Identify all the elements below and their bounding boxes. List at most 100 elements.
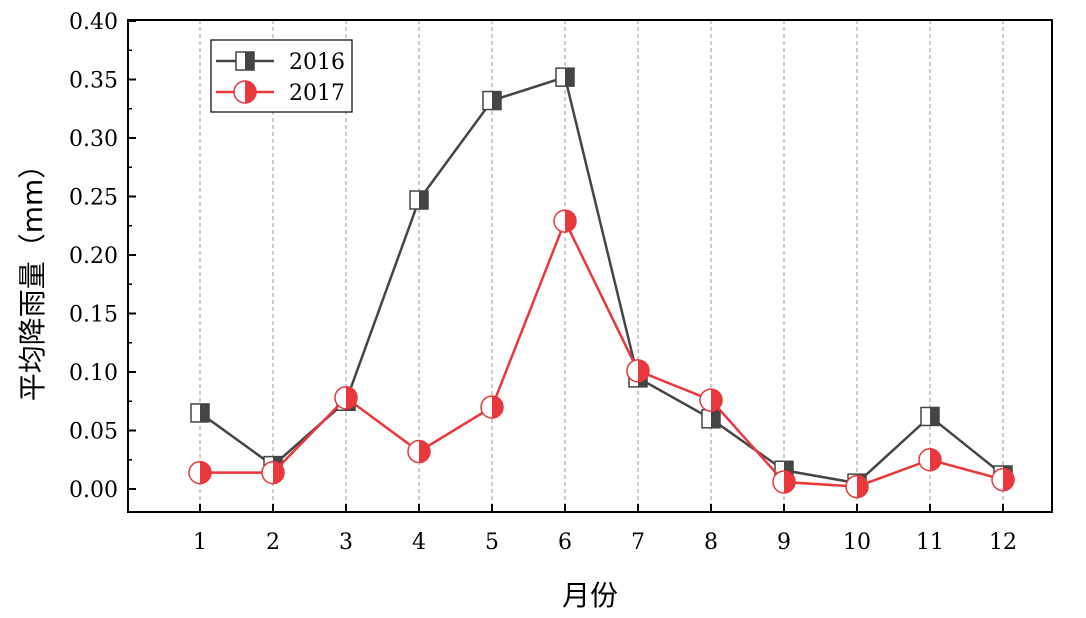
series-2016-point-left-half [483, 91, 492, 110]
series-2017-point-outline [845, 474, 869, 499]
series-2017-point-right-half [565, 210, 576, 233]
series-2017-point [553, 209, 577, 233]
series-2016-point-right-half [711, 409, 720, 428]
x-tick-label: 2 [266, 530, 280, 555]
series-2017-point-right-half [857, 475, 868, 498]
series-2017-point [626, 359, 650, 383]
series-2017-point [699, 388, 723, 412]
x-tick-label: 6 [558, 530, 572, 555]
y-axis-title: 平均降雨量（mm） [16, 151, 49, 402]
legend-marker-2017-outline [233, 80, 257, 104]
series-2017-point [480, 395, 504, 419]
series-2017-point-outline [553, 209, 577, 233]
axes: 0.000.050.100.150.200.250.300.350.401 2 3 4… [16, 10, 1053, 612]
series-2016-point [555, 67, 575, 87]
series-2016-point-right-half [419, 191, 428, 210]
x-tick-label: 1 [193, 530, 207, 555]
series-2017-point [407, 439, 431, 464]
legend-marker-2016-left-half [236, 52, 245, 70]
series-2016-point-right-half [492, 91, 501, 110]
y-tick-label: 0.10 [69, 361, 118, 386]
series-2017-point-right-half [492, 396, 503, 419]
series-2017-point-outline [626, 359, 650, 383]
y-tick-label: 0.40 [69, 10, 118, 35]
y-tick-label: 0.00 [69, 478, 118, 503]
y-tick-label: 0.35 [69, 69, 118, 94]
series-2016-point-left-half [702, 409, 711, 428]
legend-marker-2016-right-half [245, 52, 254, 70]
series-2016-point-left-half [556, 68, 565, 87]
series-2016-point-outline [555, 67, 575, 87]
series-2017-point [918, 448, 942, 472]
series-2017-point-outline [699, 388, 723, 412]
x-tick-label: 4 [412, 530, 426, 555]
series-2017-point-right-half [346, 386, 357, 409]
series-2017-point-right-half [273, 461, 284, 484]
series-2016-point-right-half [565, 68, 574, 87]
series-2017-point-right-half [419, 440, 430, 463]
grid [199, 20, 1004, 512]
series-2017-point-right-half [638, 359, 649, 382]
x-tick-label: 8 [704, 530, 718, 555]
series-2016-point-left-half [191, 403, 200, 422]
series-2016-point-outline [482, 90, 502, 111]
x-tick-label: 9 [777, 530, 791, 555]
x-tick-label: 12 [989, 530, 1017, 555]
series-2016-point-left-half [921, 407, 930, 426]
x-tick-label: 10 [843, 530, 871, 555]
series-2017-point [188, 460, 212, 485]
y-tick-label: 0.25 [69, 186, 118, 211]
series-2017-point [991, 467, 1015, 492]
legend-marker-2016 [235, 51, 255, 71]
x-tick-label: 5 [485, 530, 499, 555]
x-axis-title: 月份 [562, 579, 618, 612]
series-2017-point-right-half [1003, 468, 1014, 491]
legend-box [210, 39, 353, 113]
legend-marker-2017 [233, 80, 257, 104]
series-2017-point-right-half [711, 389, 722, 412]
legend-label-2016: 2016 [289, 50, 345, 75]
series-2016-point-outline [409, 190, 429, 210]
series-2017-point [845, 474, 869, 499]
series-2016-point [190, 403, 210, 423]
series-2017-point-outline [334, 385, 358, 410]
y-tick-label: 0.15 [69, 303, 118, 328]
series-2016-point-right-half [200, 403, 209, 422]
legend: 2016 2017 [210, 39, 353, 113]
plot-frame [127, 19, 1053, 513]
series-2017-point [772, 470, 796, 494]
series-2017-point-outline [772, 470, 796, 494]
series-2017-point-outline [407, 439, 431, 464]
y-tick-label: 0.20 [69, 244, 118, 269]
x-tick-label: 3 [339, 530, 353, 555]
series-2017-point-outline [188, 460, 212, 485]
series-2017-point-right-half [200, 461, 211, 484]
y-tick-label: 0.05 [69, 420, 118, 445]
legend-marker-2017-right-half [245, 81, 256, 103]
series-2016-point [482, 90, 502, 111]
series-2017-line [200, 217, 1004, 488]
series-2016-point-outline [190, 403, 210, 423]
series-layer [188, 67, 1015, 499]
y-tick-label: 0.30 [69, 127, 118, 152]
series-2017-point-outline [991, 467, 1015, 492]
series-2016-point [920, 406, 940, 427]
series-2016-point [701, 409, 721, 429]
series-2016-point-outline [920, 406, 940, 427]
series-2017-point-outline [480, 395, 504, 419]
series-2017-point [334, 385, 358, 410]
series-2016-point-left-half [410, 191, 419, 210]
x-tick-label: 11 [916, 530, 944, 555]
series-2016-point [409, 190, 429, 210]
series-2016-point-left-half [775, 461, 784, 480]
series-2016-point-right-half [784, 461, 793, 480]
legend-label-2017: 2017 [289, 81, 345, 106]
series-2017-point [261, 460, 285, 485]
series-2017-point-right-half [784, 470, 795, 493]
series-2017-point-outline [261, 460, 285, 485]
series-2017-point-outline [918, 448, 942, 472]
series-2016-point-right-half [930, 407, 939, 426]
legend-marker-2016-outline [235, 51, 255, 71]
